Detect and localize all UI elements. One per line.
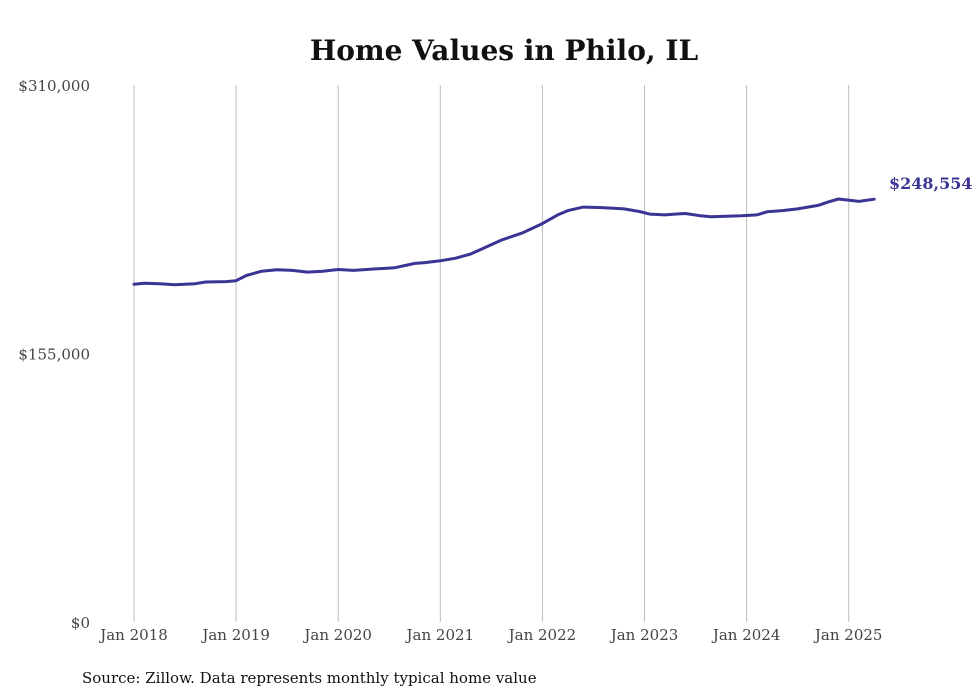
- end-value-label: $248,554: [889, 174, 973, 193]
- gridlines: [133, 85, 850, 622]
- x-tick-label-0: Jan 2018: [98, 626, 168, 644]
- y-tick-label-0: $0: [71, 614, 90, 632]
- x-tick-label-7: Jan 2025: [813, 626, 883, 644]
- x-tick-label-6: Jan 2024: [711, 626, 781, 644]
- source-note: Source: Zillow. Data represents monthly …: [82, 669, 537, 687]
- y-tick-label-1: $155,000: [18, 346, 90, 364]
- x-axis-ticks: Jan 2018 Jan 2019 Jan 2020 Jan 2021 Jan 2022…: [98, 626, 882, 644]
- y-axis-ticks: $0 $155,000 $310,000: [18, 77, 90, 632]
- x-tick-label-3: Jan 2021: [405, 626, 475, 644]
- x-tick-label-2: Jan 2020: [302, 626, 372, 644]
- chart-title: Home Values in Philo, IL: [310, 34, 699, 67]
- x-tick-label-1: Jan 2019: [200, 626, 270, 644]
- series-line: [132, 197, 876, 287]
- x-tick-label-5: Jan 2023: [609, 626, 679, 644]
- y-tick-label-2: $310,000: [18, 77, 90, 95]
- x-tick-label-4: Jan 2022: [507, 626, 577, 644]
